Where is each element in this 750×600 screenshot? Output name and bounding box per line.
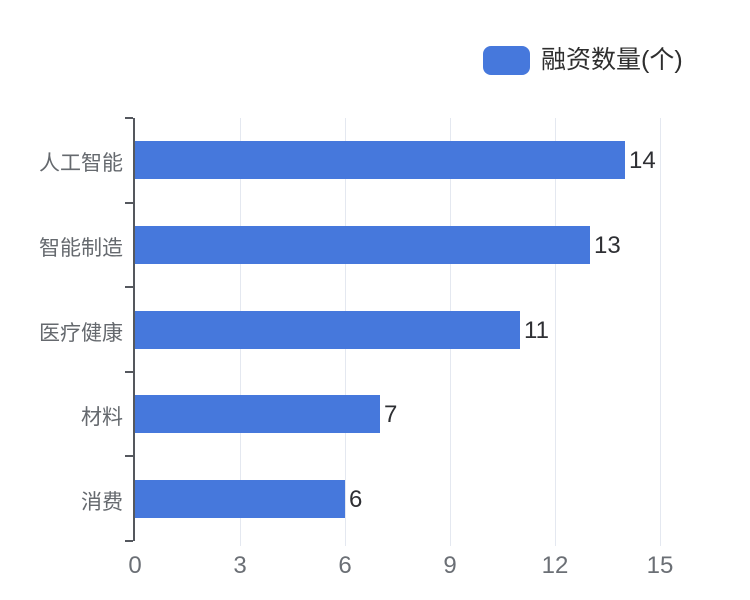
bar-人工智能 bbox=[135, 141, 625, 180]
value-label: 13 bbox=[594, 231, 621, 259]
category-label: 消费 bbox=[81, 490, 123, 514]
y-axis-tick bbox=[125, 117, 133, 119]
bar-智能制造 bbox=[135, 225, 590, 264]
category-label: 医疗健康 bbox=[39, 321, 123, 345]
value-label: 7 bbox=[384, 401, 398, 429]
value-label: 14 bbox=[629, 147, 656, 175]
bar-消费 bbox=[135, 479, 345, 518]
legend[interactable]: 融资数量(个) bbox=[483, 46, 683, 75]
category-label: 材料 bbox=[81, 406, 123, 430]
x-axis-tick-label: 9 bbox=[443, 552, 457, 579]
x-axis-tick-label: 3 bbox=[233, 552, 247, 579]
y-axis-tick bbox=[125, 370, 133, 373]
legend-swatch bbox=[483, 46, 530, 75]
x-axis-tick-label: 6 bbox=[338, 552, 352, 579]
value-label: 11 bbox=[524, 316, 549, 344]
x-gridline bbox=[660, 118, 661, 546]
y-axis-tick bbox=[125, 540, 133, 542]
x-axis-tick-label: 0 bbox=[128, 552, 142, 579]
y-axis-line bbox=[133, 118, 135, 541]
x-axis-tick-label: 15 bbox=[646, 552, 674, 579]
x-axis-tick-label: 12 bbox=[541, 552, 569, 579]
x-gridline bbox=[555, 118, 556, 546]
bar-医疗健康 bbox=[135, 310, 520, 349]
legend-label: 融资数量(个) bbox=[541, 46, 683, 74]
bar-材料 bbox=[135, 395, 380, 434]
y-axis-tick bbox=[125, 455, 133, 458]
y-axis-tick bbox=[125, 201, 133, 204]
value-label: 6 bbox=[349, 485, 363, 513]
category-label: 人工智能 bbox=[39, 152, 123, 176]
category-label: 智能制造 bbox=[39, 236, 123, 260]
y-axis-tick bbox=[125, 286, 133, 289]
